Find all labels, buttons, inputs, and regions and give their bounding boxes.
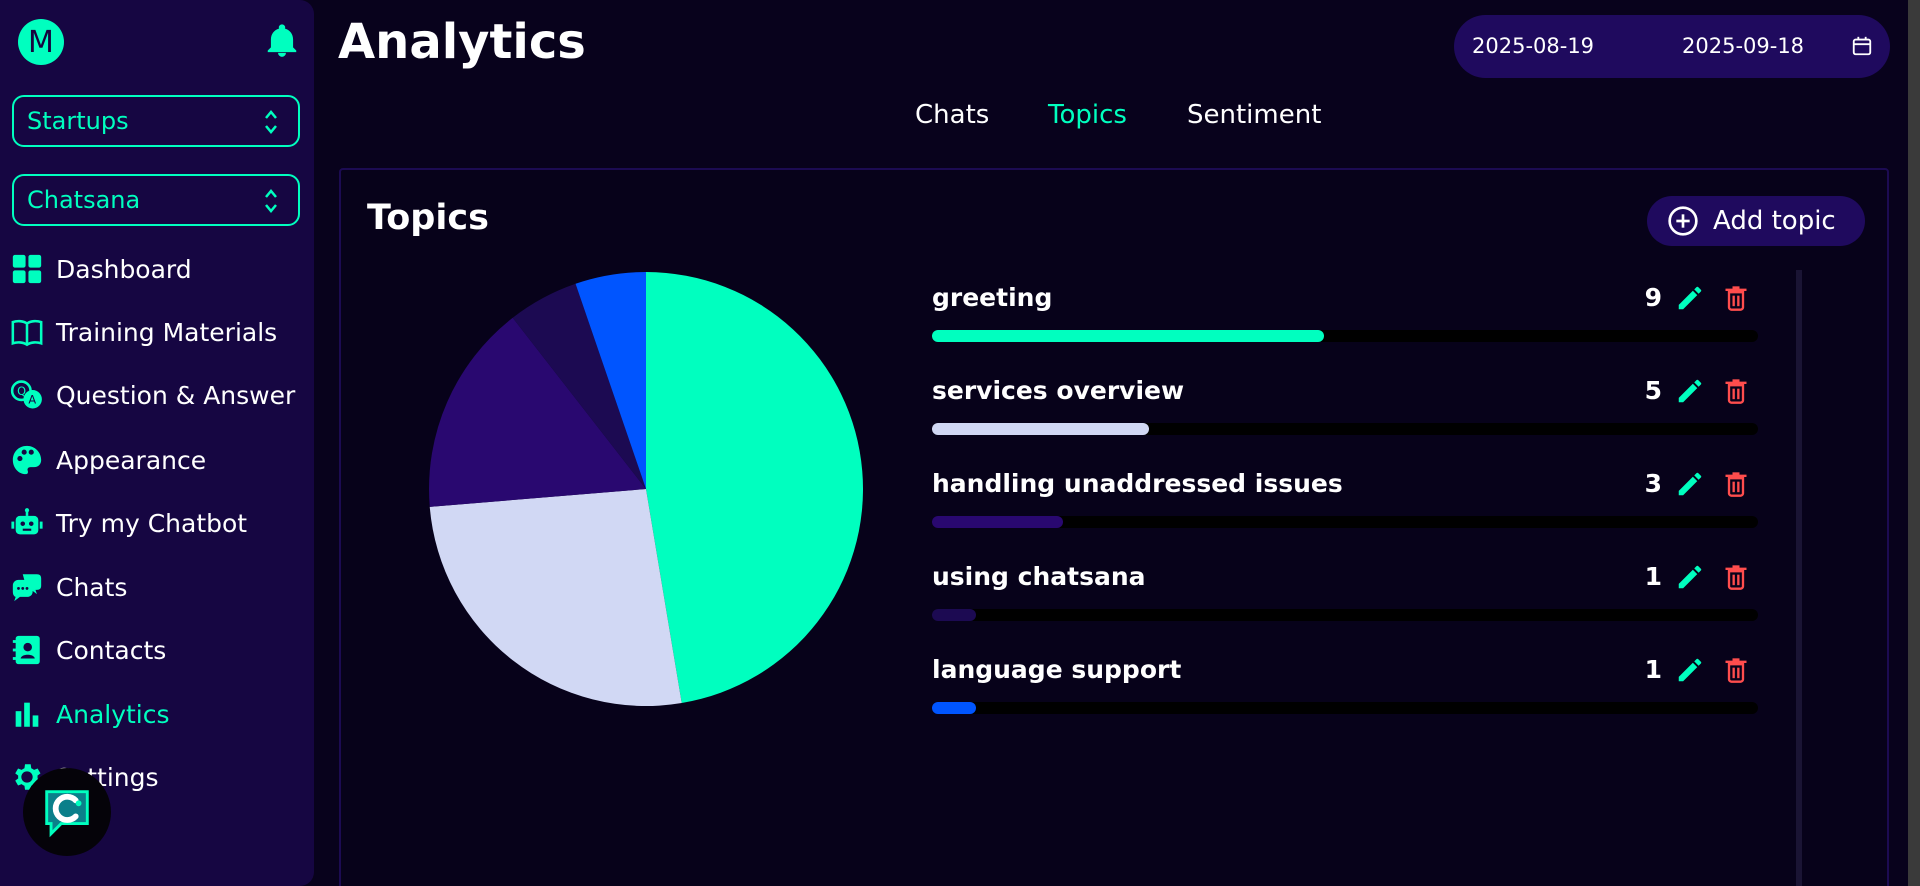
date-to[interactable]: 2025-09-18	[1682, 34, 1805, 58]
topic-name: handling unaddressed issues	[932, 469, 1343, 498]
pencil-icon[interactable]	[1675, 283, 1705, 313]
topic-row: greeting 9	[932, 270, 1762, 346]
dashboard-icon	[12, 254, 42, 284]
topic-progress-fill	[932, 423, 1149, 435]
topic-count: 5	[1644, 376, 1662, 405]
bell-icon[interactable]	[263, 21, 301, 61]
sidebar-item-label: Contacts	[56, 635, 167, 665]
robot-icon	[11, 508, 43, 535]
pie-slice[interactable]	[512, 283, 646, 489]
sidebar: M Startups Chatsana Dashboard Training M…	[0, 0, 314, 886]
trash-icon[interactable]	[1722, 283, 1750, 313]
sidebar-item-try-my-chatbot[interactable]: Try my Chatbot	[10, 498, 247, 548]
sidebar-item-label: Try my Chatbot	[56, 508, 248, 538]
topic-count: 1	[1644, 562, 1662, 591]
pencil-icon[interactable]	[1675, 562, 1705, 592]
sidebar-item-training-materials[interactable]: Training Materials	[10, 307, 277, 357]
sidebar-item-dashboard[interactable]: Dashboard	[10, 244, 192, 294]
topic-progress-track	[932, 516, 1758, 528]
sidebar-item-contacts[interactable]: Contacts	[10, 625, 166, 675]
pie-slice[interactable]	[429, 317, 646, 507]
page-title: Analytics	[338, 14, 586, 70]
trash-icon[interactable]	[1722, 469, 1750, 499]
topic-count: 9	[1644, 283, 1662, 312]
topic-progress-track	[932, 702, 1758, 714]
bot-select[interactable]: Chatsana	[12, 174, 300, 226]
topic-name: services overview	[932, 376, 1185, 405]
tab-chats[interactable]: Chats	[915, 100, 990, 130]
pie-slice[interactable]	[429, 489, 682, 706]
topic-name: greeting	[932, 283, 1053, 312]
topic-progress-track	[932, 609, 1758, 621]
sidebar-item-label: Dashboard	[56, 254, 192, 284]
chevron-updown-icon	[265, 189, 277, 213]
topic-name: using chatsana	[932, 562, 1146, 591]
page-scrollbar[interactable]	[1908, 0, 1920, 886]
topic-count: 3	[1644, 469, 1662, 498]
topic-progress-fill	[932, 702, 976, 714]
topic-name: language support	[932, 655, 1182, 684]
contacts-icon	[12, 635, 40, 665]
pencil-icon[interactable]	[1675, 655, 1705, 685]
date-range-picker[interactable]: 2025-08-19 2025-09-18	[1454, 15, 1890, 78]
topic-row: services overview 5	[932, 363, 1762, 439]
svg-text:Q: Q	[17, 384, 26, 398]
bar-chart-icon	[15, 702, 39, 727]
sidebar-item-analytics[interactable]: Analytics	[10, 689, 170, 739]
sidebar-item-label: Chats	[56, 572, 128, 602]
chatsana-logo-icon	[45, 790, 89, 838]
tab-topics[interactable]: Topics	[1048, 100, 1127, 130]
topic-row: using chatsana 1	[932, 549, 1762, 625]
add-topic-button[interactable]: Add topic	[1647, 196, 1865, 246]
pencil-icon[interactable]	[1675, 469, 1705, 499]
topic-progress-fill	[932, 516, 1063, 528]
sidebar-item-label: Analytics	[56, 699, 170, 729]
topic-progress-fill	[932, 330, 1324, 342]
sidebar-item-label: Training Materials	[56, 317, 278, 347]
topic-progress-track	[932, 330, 1758, 342]
svg-text:A: A	[28, 393, 36, 407]
book-icon	[11, 319, 43, 347]
topic-progress-track	[932, 423, 1758, 435]
palette-icon	[12, 445, 42, 475]
qa-icon: Q A	[10, 380, 42, 409]
plus-circle-icon	[1668, 206, 1698, 236]
topic-progress-fill	[932, 609, 976, 621]
topics-panel: Topics Add topic greeting 9 services overv…	[339, 168, 1889, 886]
sidebar-item-chats[interactable]: Chats	[10, 562, 127, 612]
chevron-updown-icon	[265, 110, 277, 134]
tab-sentiment[interactable]: Sentiment	[1187, 100, 1322, 130]
trash-icon[interactable]	[1722, 376, 1750, 406]
pie-slice[interactable]	[646, 272, 863, 704]
topic-row: language support 1	[932, 642, 1762, 718]
sidebar-item-label: Appearance	[56, 445, 207, 475]
avatar[interactable]: M	[18, 19, 64, 65]
org-select[interactable]: Startups	[12, 95, 300, 147]
pencil-icon[interactable]	[1675, 376, 1705, 406]
date-from[interactable]: 2025-08-19	[1472, 34, 1595, 58]
bot-select-value: Chatsana	[27, 186, 141, 214]
topic-row: handling unaddressed issues 3	[932, 456, 1762, 532]
topics-pie-chart	[429, 272, 863, 706]
org-select-value: Startups	[27, 107, 129, 135]
sidebar-item-question-answer[interactable]: Q A Question & Answer	[10, 370, 295, 420]
list-scrollbar[interactable]	[1796, 270, 1802, 886]
chat-bubbles-icon	[12, 574, 42, 602]
sidebar-item-appearance[interactable]: Appearance	[10, 435, 206, 485]
chatbot-launcher-button[interactable]	[23, 768, 111, 856]
sidebar-item-label: Question & Answer	[56, 380, 296, 410]
trash-icon[interactable]	[1722, 655, 1750, 685]
topic-list: greeting 9 services overview 5 handling unad…	[932, 270, 1772, 790]
calendar-icon[interactable]	[1851, 35, 1873, 57]
topic-count: 1	[1644, 655, 1662, 684]
trash-icon[interactable]	[1722, 562, 1750, 592]
panel-title: Topics	[367, 198, 489, 238]
add-topic-label: Add topic	[1713, 206, 1836, 236]
pie-slice[interactable]	[575, 272, 646, 489]
